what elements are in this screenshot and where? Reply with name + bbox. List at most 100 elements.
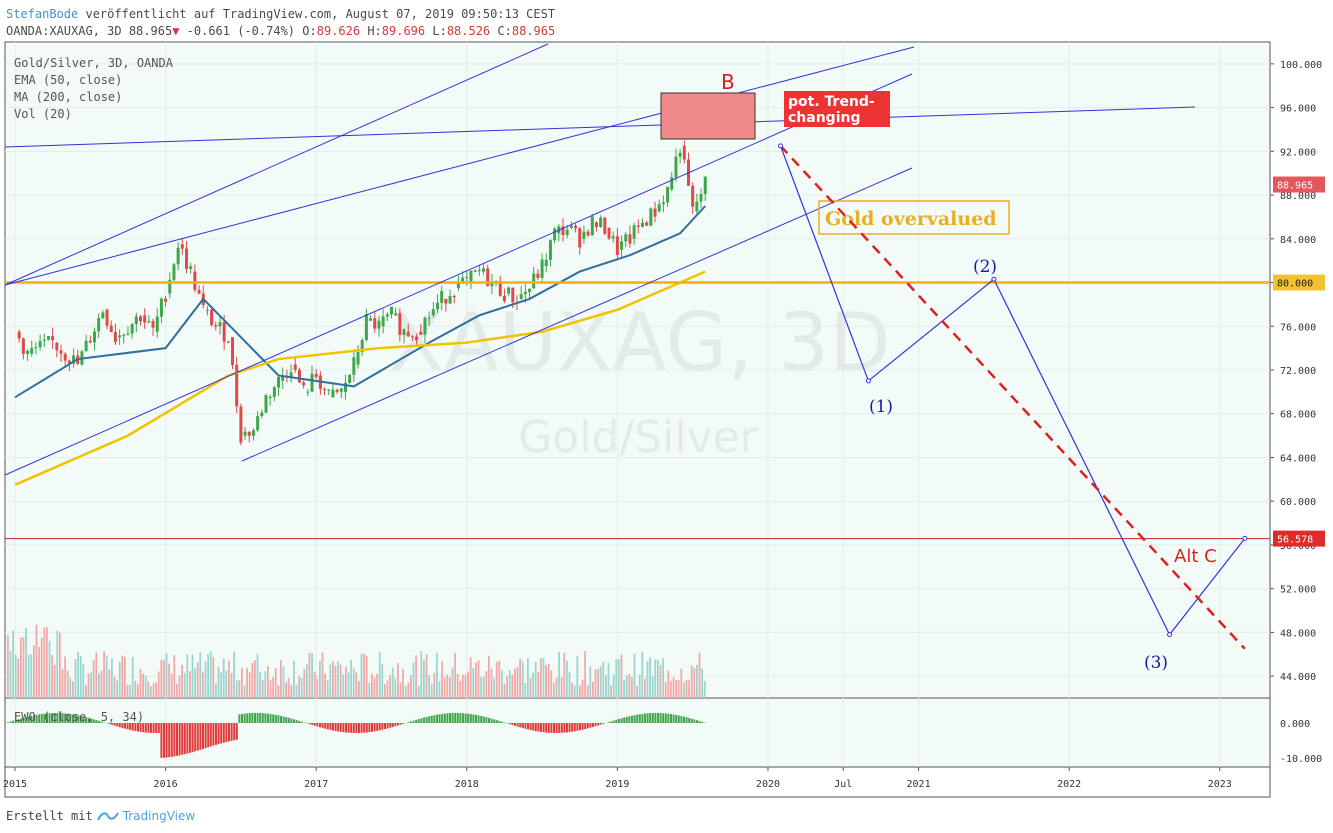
volume-bar <box>116 680 118 698</box>
volume-bar <box>373 677 376 698</box>
oscillator-bar <box>308 723 311 725</box>
oscillator-bar <box>420 718 423 723</box>
candle <box>185 248 189 269</box>
volume-bar <box>17 658 20 698</box>
candle <box>548 240 552 260</box>
oscillator-bar <box>490 718 493 723</box>
volume-bar <box>334 665 337 698</box>
tradingview-link[interactable]: TradingView <box>122 809 196 823</box>
volume-bar <box>482 677 485 698</box>
volume-bar <box>701 668 703 698</box>
volume-bar <box>495 661 498 698</box>
oscillator-bar <box>92 719 95 723</box>
oscillator-bar <box>532 723 535 731</box>
label-b: B <box>721 70 735 94</box>
oscillator-bar <box>259 713 262 723</box>
volume-bar <box>365 655 368 698</box>
last-price-tag: 88.965 <box>1277 181 1313 192</box>
oscillator-bar <box>438 714 441 723</box>
legend-ma[interactable]: MA (200, close) <box>14 90 123 104</box>
volume-bar <box>462 674 464 698</box>
oscillator-bar <box>423 717 425 723</box>
oscillator-bar <box>654 713 657 723</box>
volume-bar <box>394 678 397 698</box>
label-wave1: (1) <box>869 397 893 417</box>
candle <box>239 406 243 443</box>
oscillator-bar <box>157 723 160 733</box>
volume-bar <box>207 653 209 698</box>
oscillator-bar <box>690 718 693 723</box>
volume-bar <box>503 683 506 698</box>
volume-bar <box>472 667 475 698</box>
oscillator-bar <box>46 713 48 723</box>
oscillator-bar <box>376 723 379 731</box>
volume-bar <box>599 666 602 698</box>
last-price: 88.965 <box>128 24 173 38</box>
author-link[interactable]: StefanBode <box>6 7 79 21</box>
volume-bar <box>43 627 46 698</box>
oscillator-bar <box>134 723 137 731</box>
trendline-lower <box>241 167 913 462</box>
oscillator-bar <box>389 723 392 728</box>
oscillator-bar <box>675 714 678 723</box>
volume-bar <box>625 675 628 698</box>
candle <box>101 312 105 319</box>
volume-bar <box>173 655 176 698</box>
y-tick-label: 88.000 <box>1280 191 1316 202</box>
oscillator-bar <box>571 723 574 732</box>
legend-title[interactable]: Gold/Silver, 3D, OANDA <box>14 56 173 70</box>
volume-bar <box>537 671 540 698</box>
volume-bar <box>261 679 264 698</box>
y-tick-label: 64.000 <box>1280 453 1316 464</box>
oscillator-bar <box>365 723 368 733</box>
legend-vol[interactable]: Vol (20) <box>14 107 72 121</box>
volume-bar <box>256 654 259 698</box>
volume-bar <box>87 673 90 698</box>
oscillator-bar <box>178 723 181 756</box>
tradingview-logo-icon <box>96 812 119 821</box>
oscillator-bar <box>623 717 626 723</box>
oscillator-bar <box>116 723 119 727</box>
level-price-tag: 80.000 <box>1277 279 1313 290</box>
volume-bar <box>560 677 563 698</box>
volume-bar <box>48 640 51 698</box>
oscillator-bar <box>488 717 490 723</box>
oscillator-bar <box>407 722 410 723</box>
volume-bar <box>100 670 103 698</box>
candle <box>84 340 88 352</box>
candle <box>231 337 235 365</box>
oscillator-bar <box>220 723 223 744</box>
volume-bar <box>534 661 537 698</box>
oscillator-bar <box>64 713 67 723</box>
trendline-horizontal <box>4 106 1196 148</box>
legend-ema[interactable]: EMA (50, close) <box>14 73 123 87</box>
volume-bar <box>332 661 334 698</box>
volume-bar <box>186 654 189 698</box>
oscillator-bar <box>33 715 35 723</box>
volume-bar <box>553 682 555 698</box>
candle <box>695 201 699 212</box>
candle <box>519 294 523 299</box>
oscillator-bar <box>415 719 418 723</box>
oscillator-bar <box>462 713 464 723</box>
oscillator-bar <box>410 721 412 723</box>
candle <box>477 270 481 272</box>
candle <box>377 320 381 329</box>
volume-bar <box>350 659 352 698</box>
oscillator-bar <box>412 720 415 723</box>
oscillator-bar <box>664 713 667 723</box>
volume-bar <box>586 685 589 698</box>
oscillator-bar <box>443 713 446 723</box>
candle <box>72 355 76 364</box>
volume-bar <box>506 676 508 698</box>
alt-c-path <box>779 145 1246 650</box>
oscillator-bar <box>672 714 675 723</box>
candle <box>193 271 197 290</box>
oscillator-bar <box>79 715 82 723</box>
volume-bar <box>129 685 131 698</box>
volume-bar <box>111 658 113 698</box>
oscillator-bar <box>40 713 43 723</box>
oscillator-bar <box>480 715 483 723</box>
oscillator-bar <box>27 716 30 723</box>
